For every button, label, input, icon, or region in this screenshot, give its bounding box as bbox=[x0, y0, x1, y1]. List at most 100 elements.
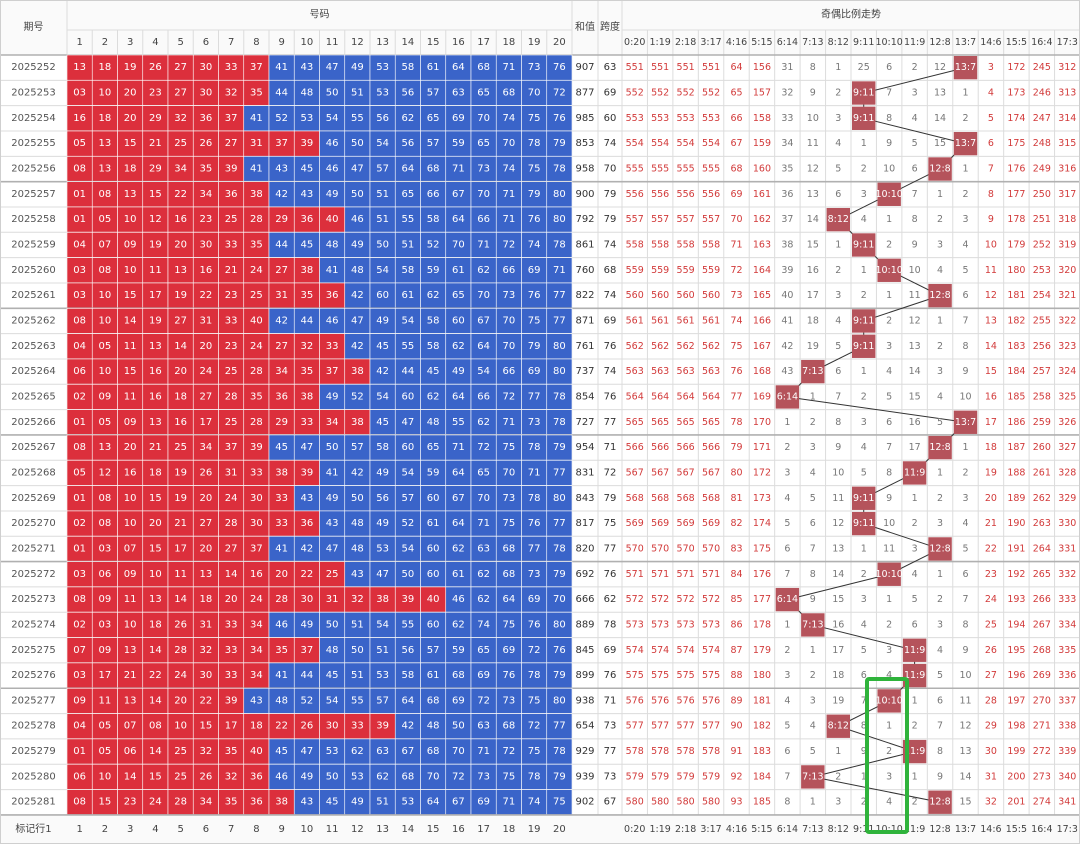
trend-miss: 179 bbox=[753, 645, 771, 656]
number-cell bbox=[66, 535, 93, 562]
number: 44 bbox=[301, 670, 314, 681]
trend-hit-cell bbox=[801, 613, 825, 637]
number: 38 bbox=[301, 265, 314, 276]
number: 12 bbox=[149, 214, 162, 225]
trend-miss: 1 bbox=[835, 239, 841, 250]
number: 15 bbox=[149, 189, 162, 200]
number-cell bbox=[268, 181, 295, 208]
number: 07 bbox=[124, 543, 137, 554]
number: 76 bbox=[528, 619, 541, 630]
trend-miss: 23 bbox=[985, 569, 997, 580]
trend-hit: 10:10 bbox=[875, 189, 902, 200]
number-cell bbox=[91, 738, 118, 765]
trend-miss: 3 bbox=[861, 417, 867, 428]
number: 10 bbox=[174, 721, 187, 732]
trend-miss: 27 bbox=[985, 670, 997, 681]
trend-miss: 173 bbox=[753, 493, 771, 504]
number-cell bbox=[167, 535, 194, 562]
trend-miss: 198 bbox=[1007, 721, 1025, 732]
number-cell bbox=[192, 130, 219, 157]
trend-miss: 574 bbox=[702, 645, 720, 656]
trend-miss: 11 bbox=[807, 138, 819, 149]
number: 60 bbox=[427, 543, 440, 554]
number-cell bbox=[167, 181, 194, 208]
number-cell bbox=[142, 307, 169, 334]
number: 51 bbox=[376, 214, 389, 225]
number-cell bbox=[142, 54, 169, 81]
number-cell bbox=[91, 409, 118, 436]
number: 39 bbox=[301, 138, 314, 149]
number: 58 bbox=[427, 315, 440, 326]
trend-miss: 7 bbox=[937, 721, 943, 732]
trend-miss: 183 bbox=[1007, 341, 1025, 352]
number: 26 bbox=[200, 138, 213, 149]
number-cell bbox=[91, 586, 118, 613]
number: 53 bbox=[376, 670, 389, 681]
number: 14 bbox=[149, 746, 162, 757]
number: 13 bbox=[99, 442, 112, 453]
trend-miss: 3 bbox=[810, 442, 816, 453]
number: 38 bbox=[275, 467, 288, 478]
trend-miss: 334 bbox=[1058, 619, 1076, 630]
number: 18 bbox=[250, 721, 263, 732]
period: 2025253 bbox=[11, 87, 56, 98]
number: 61 bbox=[402, 290, 415, 301]
number-cell bbox=[470, 535, 497, 562]
number-cell bbox=[495, 80, 522, 106]
number: 72 bbox=[477, 442, 490, 453]
span: 74 bbox=[604, 239, 617, 250]
number: 42 bbox=[351, 341, 364, 352]
number-column-header: 10 bbox=[301, 37, 314, 48]
trend-hit: 13:7 bbox=[955, 138, 976, 149]
trend-miss: 556 bbox=[626, 189, 644, 200]
number-cell bbox=[521, 687, 548, 714]
number: 71 bbox=[477, 239, 490, 250]
number-cell bbox=[243, 383, 270, 410]
number-cell bbox=[344, 713, 371, 740]
number-cell bbox=[445, 206, 472, 233]
number: 05 bbox=[99, 746, 112, 757]
number: 10 bbox=[149, 569, 162, 580]
number: 69 bbox=[477, 797, 490, 808]
number-cell bbox=[142, 662, 169, 689]
number-cell bbox=[66, 434, 93, 461]
trend-miss: 6 bbox=[784, 543, 790, 554]
number: 43 bbox=[301, 62, 314, 73]
number: 41 bbox=[275, 543, 288, 554]
number: 46 bbox=[326, 315, 339, 326]
number-cell bbox=[344, 130, 371, 157]
number-cell bbox=[470, 383, 497, 410]
trend-miss: 3 bbox=[886, 771, 892, 782]
number-cell bbox=[521, 80, 548, 106]
number: 37 bbox=[275, 138, 288, 149]
number: 62 bbox=[477, 569, 490, 580]
number-cell bbox=[445, 662, 472, 689]
sum: 845 bbox=[575, 645, 594, 656]
trend-miss: 1 bbox=[962, 442, 968, 453]
number: 32 bbox=[200, 746, 213, 757]
number: 41 bbox=[275, 62, 288, 73]
number: 74 bbox=[477, 619, 490, 630]
trend-miss: 15 bbox=[807, 239, 819, 250]
number-cell bbox=[344, 333, 371, 360]
number: 60 bbox=[376, 290, 389, 301]
number-cell bbox=[218, 232, 245, 258]
number-cell bbox=[495, 333, 522, 360]
header-bg bbox=[0, 0, 1080, 55]
number-cell bbox=[66, 282, 93, 309]
trend-miss: 5 bbox=[835, 341, 841, 352]
trend-hit: 7:13 bbox=[802, 366, 823, 377]
trend-miss: 10 bbox=[959, 391, 971, 402]
number-cell bbox=[319, 662, 346, 689]
number: 08 bbox=[149, 721, 162, 732]
number: 23 bbox=[225, 341, 238, 352]
span: 76 bbox=[604, 569, 617, 580]
number-cell bbox=[192, 434, 219, 461]
number: 09 bbox=[124, 417, 137, 428]
highlight-box bbox=[865, 677, 909, 834]
trend-miss: 165 bbox=[753, 290, 771, 301]
number: 01 bbox=[73, 543, 86, 554]
trend-miss: 6 bbox=[988, 138, 994, 149]
number: 61 bbox=[427, 670, 440, 681]
number: 43 bbox=[301, 493, 314, 504]
